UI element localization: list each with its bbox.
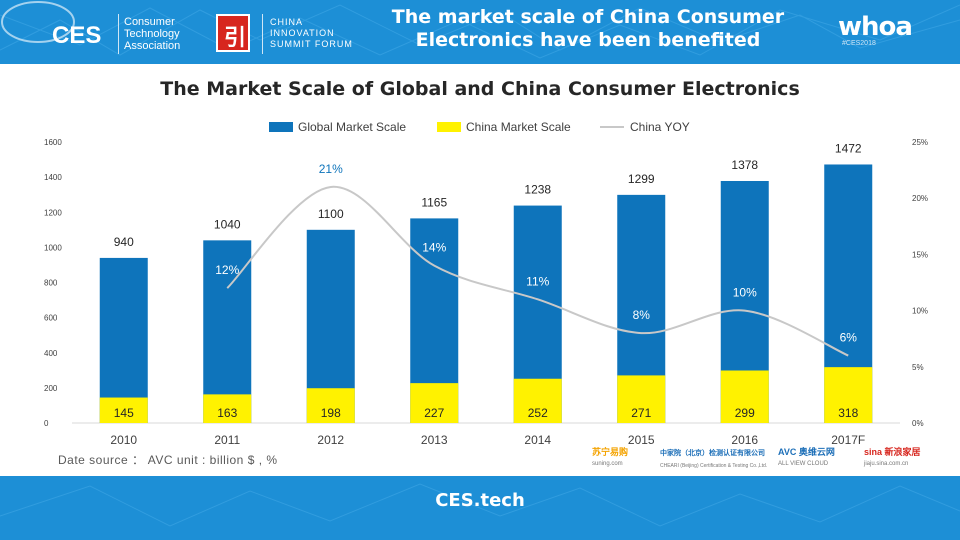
source-note: Date source ： AVC unit : billion $ , % <box>58 453 278 467</box>
y-left-tick-label: 0 <box>44 419 49 428</box>
data-label-china: 145 <box>114 406 134 420</box>
x-tick-label: 2010 <box>110 433 137 447</box>
data-label-china: 198 <box>321 406 341 420</box>
y-right-tick-label: 5% <box>912 363 924 372</box>
data-label-yoy: 8% <box>633 308 651 322</box>
x-tick-label: 2011 <box>214 433 240 447</box>
data-label-yoy: 12% <box>215 263 239 277</box>
bar-china <box>99 397 148 423</box>
legend-swatch-china <box>437 122 461 132</box>
legend-swatch-global <box>269 122 293 132</box>
x-tick-label: 2012 <box>317 433 344 447</box>
partner-sub: ALL VIEW CLOUD <box>778 461 829 467</box>
partner-name: sina 新浪家居 <box>864 447 921 457</box>
data-label-china: 163 <box>217 406 237 420</box>
x-tick-label: 2015 <box>628 433 655 447</box>
line-china-yoy <box>226 185 849 357</box>
x-tick-label: 2016 <box>731 433 758 447</box>
y-left-tick-label: 1400 <box>44 173 62 182</box>
data-label-global: 1165 <box>421 195 447 209</box>
x-tick-label: 2017F <box>831 433 865 447</box>
data-label-china: 271 <box>631 406 651 420</box>
partner-logo-cheari: 中家院（北京）检测认证有限公司 CHEARI (Beijing) Certifi… <box>660 446 770 470</box>
bar-china <box>617 375 666 423</box>
bar-china <box>720 370 769 423</box>
forum-logo-char: 引 <box>224 25 247 51</box>
data-label-china: 318 <box>838 406 858 420</box>
legend-label-yoy: China YOY <box>630 120 690 134</box>
header-pattern <box>0 4 960 59</box>
y-left-tick-label: 1200 <box>44 208 62 217</box>
bar-global <box>203 240 252 423</box>
chart: Global Market Scale China Market Scale Chi… <box>44 120 928 447</box>
data-label-yoy: 21% <box>319 162 343 176</box>
partner-logo-avc: AVC 奥维云网 ALL VIEW CLOUD <box>778 446 856 470</box>
y-right-tick-label: 15% <box>912 250 928 259</box>
y-right-tick-label: 10% <box>912 307 928 316</box>
partner-name: AVC 奥维云网 <box>778 447 835 457</box>
data-label-yoy: 6% <box>840 331 858 345</box>
partner-logo-sina: sina 新浪家居 jiaju.sina.com.cn <box>864 446 954 470</box>
bar-china <box>306 388 355 423</box>
data-label-china: 227 <box>424 406 444 420</box>
data-label-global: 1472 <box>835 141 862 155</box>
y-right-tick-label: 25% <box>912 138 928 147</box>
partner-sub: suning.com <box>592 461 623 467</box>
forum-logo-icon: 引 <box>216 14 250 52</box>
data-label-global: 1299 <box>628 172 655 186</box>
bar-china <box>203 394 252 423</box>
partner-name: 苏宁易购 <box>592 447 629 457</box>
footer-band <box>0 476 960 540</box>
bar-china <box>824 367 873 423</box>
x-tick-label: 2013 <box>421 433 448 447</box>
data-label-china: 299 <box>735 406 755 420</box>
bar-china <box>513 378 562 423</box>
data-label-global: 1238 <box>524 183 551 197</box>
header-band: CES Consumer Technology Association 引 CH… <box>0 0 960 64</box>
data-label-global: 1378 <box>731 158 758 172</box>
ces-logo-text: CES <box>52 22 102 49</box>
partner-logo-suning: 苏宁易购 suning.com <box>592 446 654 470</box>
y-left-tick-label: 200 <box>44 384 58 393</box>
partner-sub: jiaju.sina.com.cn <box>864 461 909 467</box>
y-left-tick-label: 1000 <box>44 243 62 252</box>
y-right-tick-label: 0% <box>912 419 924 428</box>
data-label-global: 1040 <box>214 217 241 231</box>
y-right-tick-label: 20% <box>912 194 928 203</box>
partner-name: 中家院（北京）检测认证有限公司 <box>660 450 765 457</box>
data-label-yoy: 10% <box>733 286 757 300</box>
footer-pattern <box>0 483 960 527</box>
header-divider <box>262 14 263 54</box>
data-label-global: 940 <box>114 235 134 249</box>
data-label-global: 1100 <box>318 207 344 221</box>
data-label-yoy: 11% <box>526 274 549 288</box>
y-left-tick-label: 600 <box>44 314 58 323</box>
chart-title: The Market Scale of Global and China Con… <box>160 78 800 100</box>
x-tick-label: 2014 <box>524 433 551 447</box>
forum-logo-text: CHINA INNOVATION SUMMIT FORUM <box>270 17 353 49</box>
whoa-hashtag: #CES2018 <box>842 40 876 47</box>
y-left-tick-label: 800 <box>44 279 58 288</box>
legend-label-global: Global Market Scale <box>298 120 406 134</box>
y-left-tick-label: 400 <box>44 349 58 358</box>
y-left-tick-label: 1600 <box>44 138 62 147</box>
page-title-line: Electronics have been benefited <box>415 29 761 51</box>
page-title: The market scale of China Consumer Elect… <box>380 6 796 52</box>
legend-label-china: China Market Scale <box>466 120 571 134</box>
footer-url[interactable]: CES.tech <box>435 490 525 511</box>
partner-sub: CHEARI (Beijing) Certification & Testing… <box>660 463 768 469</box>
bar-global <box>99 257 148 423</box>
ces-logo-icon <box>1 1 75 43</box>
data-label-yoy: 14% <box>422 241 446 255</box>
header-divider <box>118 14 119 54</box>
bar-china <box>410 383 459 423</box>
page-title-line: The market scale of China Consumer <box>391 6 785 28</box>
cta-logo-text: Consumer Technology Association <box>124 16 181 52</box>
whoa-logo: whoa <box>838 12 913 42</box>
data-label-china: 252 <box>528 406 548 420</box>
